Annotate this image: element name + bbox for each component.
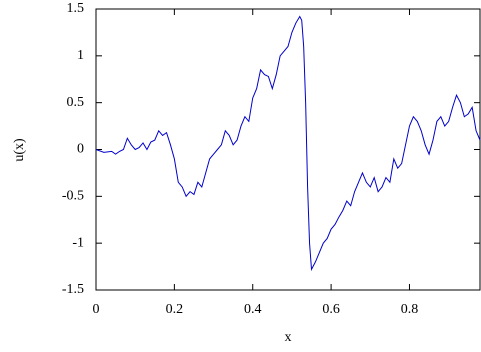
y-tick-label: 1.5 xyxy=(67,1,85,16)
x-tick-label: 0 xyxy=(93,302,100,317)
data-line xyxy=(95,15,481,272)
y-tick-label: -0.5 xyxy=(62,189,84,204)
plot-frame xyxy=(95,8,481,291)
x-axis-label: x xyxy=(285,330,292,345)
y-tick-label: -1 xyxy=(72,235,84,250)
y-tick-label: 1 xyxy=(77,48,84,63)
y-tick-label: 0.5 xyxy=(67,95,85,110)
x-tick-label: 0.2 xyxy=(166,302,184,317)
x-tick-label: 0.6 xyxy=(322,302,340,317)
x-tick-label: 0.4 xyxy=(244,302,262,317)
y-axis-label: u(x) xyxy=(12,138,27,162)
y-tick-label: -1.5 xyxy=(62,282,84,297)
y-tick-label: 0 xyxy=(77,142,84,157)
x-tick-label: 0.8 xyxy=(401,302,419,317)
